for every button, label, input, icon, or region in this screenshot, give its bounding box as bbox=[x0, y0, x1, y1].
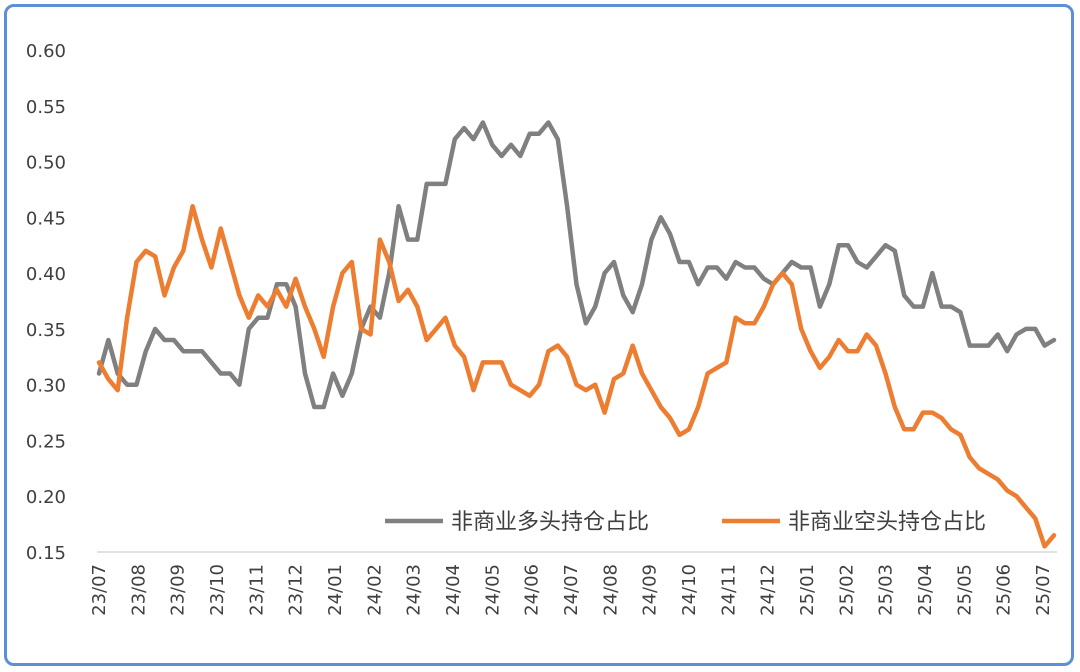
x-tick-label: 25/01 bbox=[797, 564, 818, 616]
y-tick-label: 0.40 bbox=[26, 264, 66, 285]
x-tick-label: 24/05 bbox=[482, 564, 503, 616]
y-tick-label: 0.35 bbox=[26, 320, 66, 341]
x-tick-label: 24/07 bbox=[561, 564, 582, 616]
y-tick-label: 0.55 bbox=[26, 97, 66, 118]
x-tick-label: 24/09 bbox=[640, 564, 661, 616]
x-tick-label: 23/09 bbox=[168, 564, 189, 616]
series-line-long bbox=[96, 120, 1057, 410]
x-tick-label: 24/03 bbox=[404, 564, 425, 616]
series-line-short bbox=[96, 203, 1057, 549]
x-tick-label: 24/06 bbox=[522, 564, 543, 616]
y-tick-label: 0.20 bbox=[26, 487, 66, 508]
y-tick-label: 0.15 bbox=[26, 543, 66, 564]
y-tick-label: 0.25 bbox=[26, 431, 66, 452]
x-tick-label: 23/10 bbox=[207, 564, 228, 616]
x-tick-label: 24/04 bbox=[443, 564, 464, 616]
legend-label: 非商业空头持仓占比 bbox=[788, 510, 986, 535]
x-tick-label: 25/05 bbox=[954, 564, 975, 616]
x-tick-label: 24/01 bbox=[325, 564, 346, 616]
legend-label: 非商业多头持仓占比 bbox=[451, 510, 649, 535]
chart-frame bbox=[4, 4, 1074, 666]
x-tick-label: 23/11 bbox=[246, 564, 267, 616]
x-tick-label: 24/08 bbox=[600, 564, 621, 616]
x-tick-label: 25/06 bbox=[994, 564, 1015, 616]
x-tick-label: 25/07 bbox=[1033, 564, 1054, 616]
y-tick-label: 0.60 bbox=[26, 41, 66, 62]
y-tick-label: 0.50 bbox=[26, 153, 66, 174]
x-tick-label: 25/02 bbox=[836, 564, 857, 616]
x-tick-label: 23/12 bbox=[286, 564, 307, 616]
x-tick-label: 24/10 bbox=[679, 564, 700, 616]
x-tick-label: 24/12 bbox=[758, 564, 779, 616]
x-tick-label: 25/03 bbox=[876, 564, 897, 616]
x-tick-label: 24/02 bbox=[364, 564, 385, 616]
x-tick-label: 23/08 bbox=[128, 564, 149, 616]
y-tick-label: 0.45 bbox=[26, 208, 66, 229]
x-tick-label: 25/04 bbox=[915, 564, 936, 616]
x-tick-label: 24/11 bbox=[718, 564, 739, 616]
x-tick-label: 23/07 bbox=[89, 564, 110, 616]
y-tick-label: 0.30 bbox=[26, 376, 66, 397]
